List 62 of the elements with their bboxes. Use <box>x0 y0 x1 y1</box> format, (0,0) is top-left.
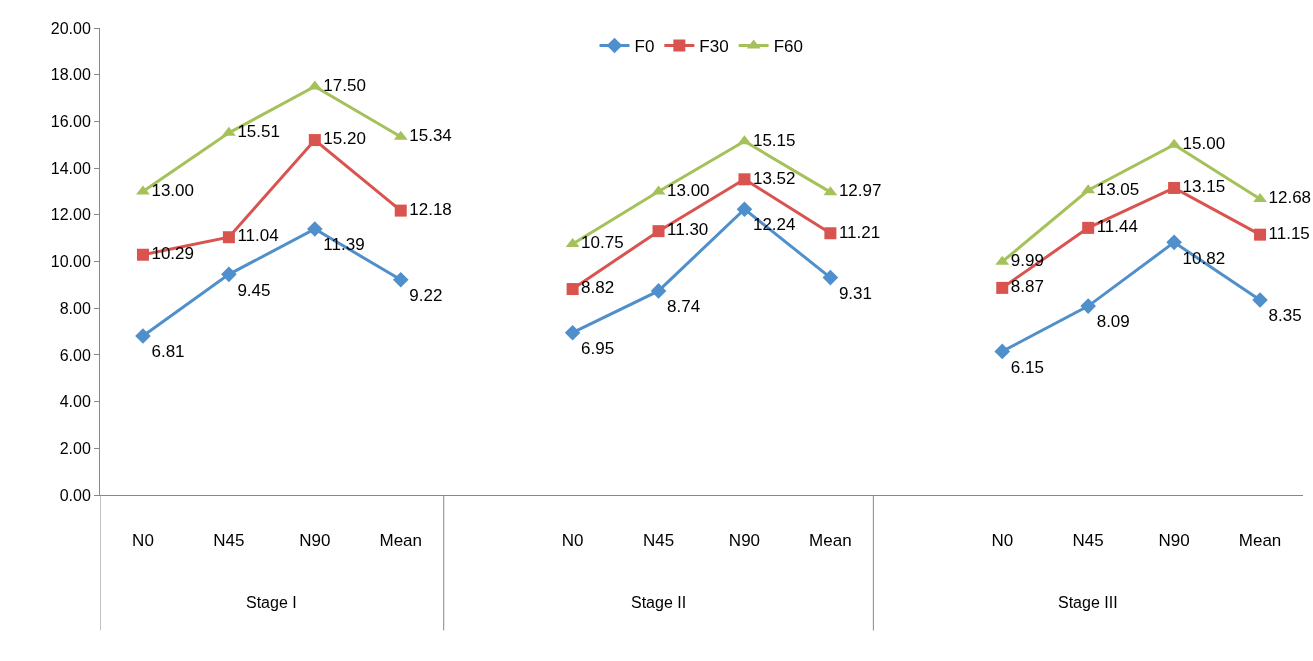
x-tick-label: N45 <box>642 531 675 551</box>
data-label: 10.75 <box>581 233 624 253</box>
legend-label: F60 <box>773 37 803 57</box>
x-tick-label: Mean <box>1238 531 1282 551</box>
x-tick-label: Mean <box>809 531 852 551</box>
y-tick-label: 12.00 <box>50 206 91 224</box>
text: Stage II <box>631 594 687 611</box>
x-tick-label: N90 <box>1158 531 1190 551</box>
data-label: 8.87 <box>1010 277 1044 297</box>
data-label: 9.31 <box>838 283 872 303</box>
data-label: 12.97 <box>838 181 882 201</box>
data-label: 9.45 <box>237 280 271 300</box>
x-tick-label: N0 <box>561 531 584 551</box>
data-label: 9.22 <box>409 285 443 305</box>
x-tick-label: N0 <box>991 531 1014 551</box>
data-label: 8.09 <box>1096 312 1130 332</box>
y-tick-label: 0.00 <box>59 486 91 504</box>
x-tick-label: Mean <box>379 531 423 551</box>
y-tick-label: 6.00 <box>59 346 91 364</box>
data-label: 13.05 <box>1096 179 1140 199</box>
data-label: 11.30 <box>667 220 709 240</box>
data-label: 6.95 <box>581 338 615 358</box>
data-label: 13.00 <box>667 180 710 200</box>
legend-label: F30 <box>699 37 729 57</box>
legend-label: F0 <box>634 37 655 57</box>
data-label: 6.81 <box>151 342 185 362</box>
data-label: 9.99 <box>1010 250 1044 270</box>
x-tick-label: N0 <box>132 531 154 551</box>
data-label: 8.74 <box>667 297 701 317</box>
data-label: 12.68 <box>1268 188 1312 208</box>
data-label: 15.15 <box>752 130 796 150</box>
x-tick-label: N90 <box>299 531 331 551</box>
text: Stage I <box>246 594 297 611</box>
data-label: 11.21 <box>838 222 881 242</box>
y-tick-label: 18.00 <box>50 66 91 84</box>
y-tick-label: 14.00 <box>50 159 91 177</box>
data-label: 17.50 <box>323 75 366 95</box>
y-tick-label: 2.00 <box>59 439 91 457</box>
y-tick-label: 8.00 <box>59 299 91 317</box>
data-label: 11.04 <box>237 226 279 246</box>
x-tick-label: N45 <box>213 531 245 551</box>
data-label: 15.34 <box>409 126 452 146</box>
data-label: 13.15 <box>1182 177 1226 197</box>
data-label: 11.44 <box>1096 217 1138 237</box>
data-label: 15.00 <box>1182 134 1226 153</box>
data-label: 12.18 <box>409 199 452 219</box>
data-label: 11.15 <box>1268 223 1310 243</box>
data-label: 13.00 <box>151 180 195 200</box>
x-tick-label: N90 <box>728 531 761 551</box>
y-tick-label: 10.00 <box>50 253 91 271</box>
data-label: 8.35 <box>1268 306 1302 326</box>
y-tick-label: 20.00 <box>50 19 91 37</box>
x-tick-label: N45 <box>1072 531 1104 551</box>
text: Stage III <box>1058 594 1118 611</box>
data-label: 8.82 <box>581 278 615 298</box>
y-tick-label: 4.00 <box>59 393 91 411</box>
data-label: 10.29 <box>151 243 195 263</box>
data-label: 15.20 <box>323 129 366 149</box>
data-label: 13.52 <box>752 168 796 188</box>
y-tick-label: 16.00 <box>50 113 91 130</box>
data-label: 15.51 <box>237 122 280 142</box>
data-label: 6.15 <box>1010 357 1044 377</box>
